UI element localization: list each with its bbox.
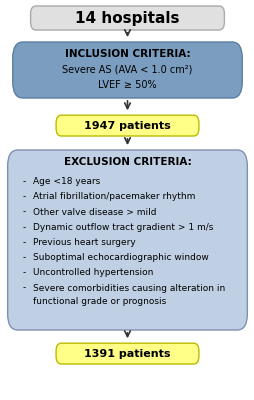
FancyBboxPatch shape (13, 42, 241, 98)
Text: -: - (23, 284, 26, 292)
FancyBboxPatch shape (8, 150, 246, 330)
Text: -: - (23, 192, 26, 202)
Text: -: - (23, 177, 26, 186)
FancyBboxPatch shape (56, 343, 198, 364)
Text: Age <18 years: Age <18 years (33, 177, 100, 186)
Text: LVEF ≥ 50%: LVEF ≥ 50% (98, 80, 156, 90)
Text: -: - (23, 253, 26, 262)
Text: Dynamic outflow tract gradient > 1 m/s: Dynamic outflow tract gradient > 1 m/s (33, 223, 213, 232)
Text: INCLUSION CRITERIA:: INCLUSION CRITERIA: (65, 49, 189, 59)
Text: EXCLUSION CRITERIA:: EXCLUSION CRITERIA: (64, 157, 190, 167)
FancyBboxPatch shape (56, 115, 198, 136)
Text: Severe AS (AVA < 1.0 cm²): Severe AS (AVA < 1.0 cm²) (62, 64, 192, 74)
Text: -: - (23, 208, 26, 217)
Text: Atrial fibrillation/pacemaker rhythm: Atrial fibrillation/pacemaker rhythm (33, 192, 195, 202)
Text: 1947 patients: 1947 patients (84, 120, 170, 130)
Text: Previous heart surgery: Previous heart surgery (33, 238, 135, 247)
FancyBboxPatch shape (30, 6, 224, 30)
Text: Uncontrolled hypertension: Uncontrolled hypertension (33, 268, 153, 278)
Text: Other valve disease > mild: Other valve disease > mild (33, 208, 156, 217)
Text: 14 hospitals: 14 hospitals (75, 10, 179, 26)
Text: -: - (23, 238, 26, 247)
Text: Suboptimal echocardiographic window: Suboptimal echocardiographic window (33, 253, 208, 262)
Text: 1391 patients: 1391 patients (84, 348, 170, 358)
Text: -: - (23, 223, 26, 232)
Text: Severe comorbidities causing alteration in: Severe comorbidities causing alteration … (33, 284, 225, 292)
Text: functional grade or prognosis: functional grade or prognosis (33, 297, 166, 306)
Text: -: - (23, 268, 26, 278)
